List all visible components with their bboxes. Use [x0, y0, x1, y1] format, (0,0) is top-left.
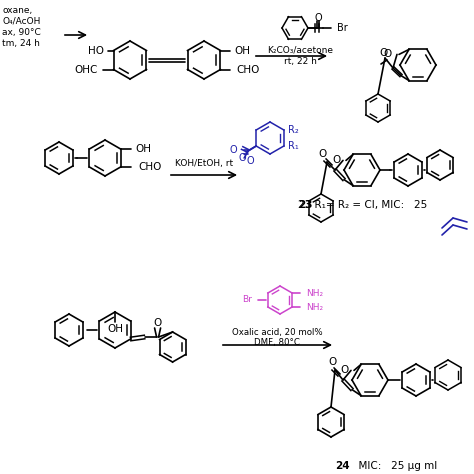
Text: O: O — [333, 155, 341, 165]
Text: Oxalic acid, 20 mol%: Oxalic acid, 20 mol% — [232, 328, 322, 337]
Text: DMF, 80°C: DMF, 80°C — [254, 338, 300, 347]
Text: O: O — [384, 49, 392, 59]
Text: R₁: R₁ — [288, 141, 299, 151]
Text: O: O — [246, 156, 254, 166]
Text: OHC: OHC — [74, 64, 98, 74]
Text: Br: Br — [337, 23, 348, 33]
Text: O: O — [380, 48, 388, 58]
Text: 24: 24 — [335, 461, 350, 471]
Text: R₂: R₂ — [288, 125, 299, 135]
Text: MIC:   25 µg ml: MIC: 25 µg ml — [352, 461, 437, 471]
Text: CHO: CHO — [138, 162, 162, 172]
Text: NH₂: NH₂ — [306, 289, 323, 298]
Text: NH₂: NH₂ — [306, 302, 323, 311]
Text: 23: 23 — [298, 200, 312, 210]
Text: K₂CO₃/acetone: K₂CO₃/acetone — [267, 46, 333, 55]
Text: O: O — [238, 153, 246, 163]
Text: KOH/EtOH, rt: KOH/EtOH, rt — [175, 158, 233, 167]
Text: O: O — [229, 145, 237, 155]
Text: O: O — [314, 13, 322, 23]
Text: HO: HO — [88, 46, 103, 55]
Text: Br: Br — [242, 295, 252, 304]
Text: O: O — [319, 149, 327, 159]
Text: ax, 90°C: ax, 90°C — [2, 27, 41, 36]
Text: 23 R₁= R₂ = Cl, MIC:   25: 23 R₁= R₂ = Cl, MIC: 25 — [298, 200, 427, 210]
Text: O₄/AcOH: O₄/AcOH — [2, 17, 40, 26]
Text: CHO: CHO — [237, 64, 260, 74]
Text: O: O — [341, 365, 349, 375]
Text: O: O — [329, 357, 337, 367]
Text: oxane,: oxane, — [2, 6, 32, 15]
Text: OH: OH — [107, 324, 123, 334]
Text: OH: OH — [235, 46, 250, 55]
Text: rt, 22 h: rt, 22 h — [283, 56, 317, 65]
Text: OH: OH — [136, 144, 152, 154]
Text: tm, 24 h: tm, 24 h — [2, 38, 40, 47]
Text: O: O — [154, 318, 162, 328]
